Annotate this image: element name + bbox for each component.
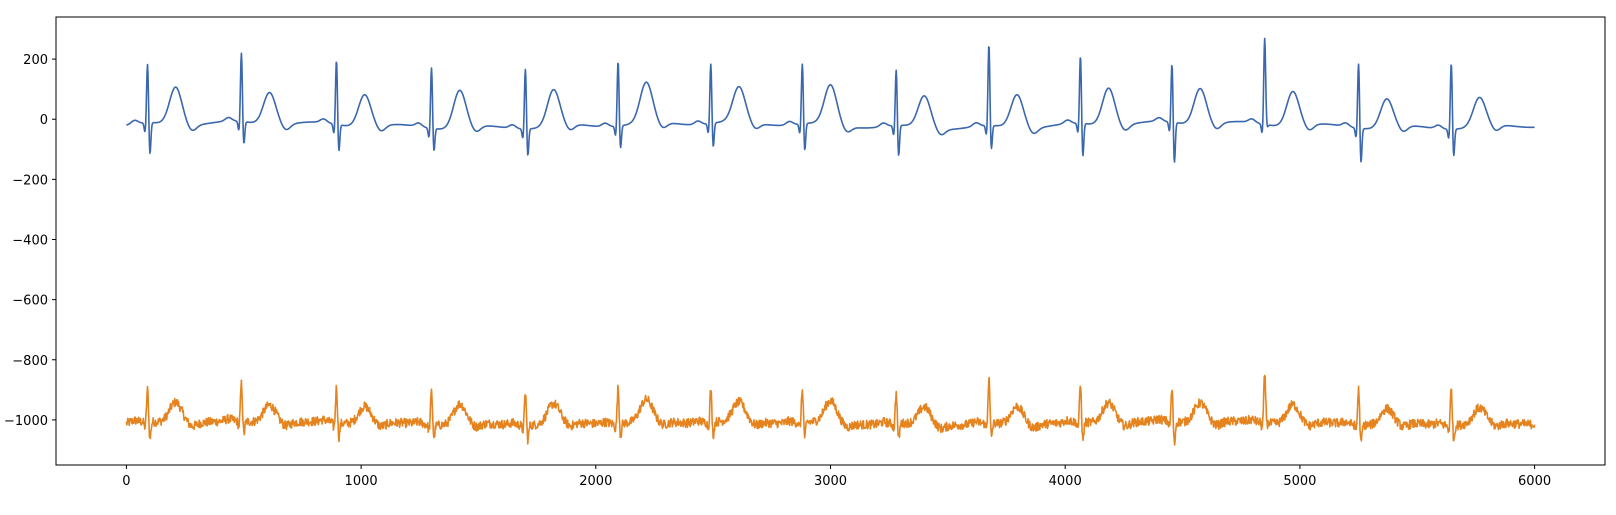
series-line-2 [125, 374, 1536, 446]
y-tick-label: −1000 [4, 414, 48, 429]
x-tick-label: 6000 [1518, 474, 1551, 489]
series-layer [125, 37, 1536, 446]
x-tick-label: 0 [122, 474, 130, 489]
y-tick-label: −400 [12, 233, 48, 248]
x-tick-label: 2000 [579, 474, 612, 489]
y-axis: 200 0 −200 −400 −600 −800 −1000 [4, 53, 56, 429]
y-tick-label: 0 [40, 113, 48, 128]
x-tick-label: 5000 [1283, 474, 1316, 489]
y-tick-label: 200 [23, 53, 48, 68]
y-tick-label: −800 [12, 354, 48, 369]
x-tick-label: 4000 [1049, 474, 1082, 489]
x-tick-label: 3000 [814, 474, 847, 489]
series-line-1 [126, 37, 1535, 163]
x-tick-label: 1000 [345, 474, 378, 489]
y-tick-label: −600 [12, 294, 48, 309]
x-axis: 0 1000 2000 3000 4000 5000 6000 [122, 465, 1551, 489]
y-tick-label: −200 [12, 173, 48, 188]
